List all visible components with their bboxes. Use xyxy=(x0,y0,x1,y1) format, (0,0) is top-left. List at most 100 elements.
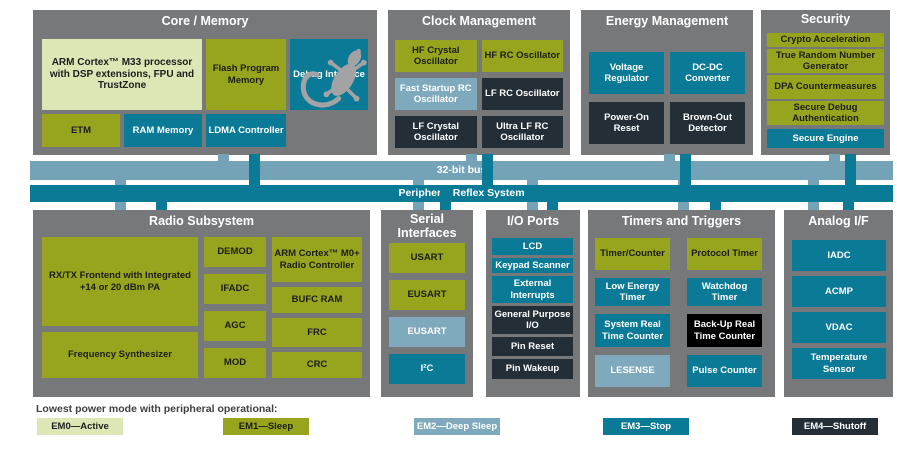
keypad-scanner: Keypad Scanner xyxy=(492,258,573,273)
external-interrupts-label: External Interrupts xyxy=(510,278,555,301)
dc-dc-converter: DC-DC Converter xyxy=(670,52,745,94)
demod-label: DEMOD xyxy=(217,246,253,258)
pin-reset: Pin Reset xyxy=(492,337,573,356)
pulse-counter: Pulse Counter xyxy=(687,355,762,387)
back-up-real-time-counter-label: Back-Up Real Time Counter xyxy=(693,319,756,342)
crypto-acceleration-label: Crypto Acceleration xyxy=(780,34,871,46)
mod-label: MOD xyxy=(223,357,247,369)
bus-connector xyxy=(710,185,721,210)
lcd: LCD xyxy=(492,238,573,255)
energy-management-blocks: Voltage Regulator DC-DC Converter Power-On… xyxy=(589,52,745,144)
watchdog-timer-label: Watchdog Timer xyxy=(701,280,748,303)
legend-em2-deep-sleep: EM2—Deep Sleep xyxy=(414,418,500,435)
temperature-sensor: Temperature Sensor xyxy=(792,348,886,379)
gecko-logo-icon xyxy=(300,48,367,108)
legend-em4-shutoff: EM4—Shutoff xyxy=(792,418,878,435)
bus-connector xyxy=(547,185,558,210)
protocol-timer: Protocol Timer xyxy=(687,238,762,270)
legend-em4-shutoff-label: EM4—Shutoff xyxy=(803,420,867,432)
fast-startup-rc-oscillator-label: Fast Startup RC Oscillator xyxy=(399,82,472,105)
iadc-label: IADC xyxy=(827,249,851,261)
arm-cortex-m0-radio-controller: ARM Cortex™ M0+ Radio Controller xyxy=(272,237,362,282)
system-real-time-counter-label: System Real Time Counter xyxy=(601,319,664,342)
bus-connector xyxy=(843,185,854,210)
pin-wakeup: Pin Wakeup xyxy=(492,359,573,379)
secure-debug-authentication-label: Secure Debug Authentication xyxy=(792,101,859,124)
legend-em3-stop-label: EM3—Stop xyxy=(620,420,672,432)
section-analog-if: Analog I/F IADC ACMP VDAC Temperature Senso… xyxy=(784,210,893,397)
vdac: VDAC xyxy=(792,312,886,343)
section-title: Security xyxy=(800,12,851,26)
timer-counter: Timer/Counter xyxy=(595,238,670,270)
frc: FRC xyxy=(272,318,362,347)
secure-engine: Secure Engine xyxy=(767,129,884,148)
crc-label: CRC xyxy=(306,359,328,371)
eusart-em1-label: EUSART xyxy=(407,289,447,301)
acmp-label: ACMP xyxy=(825,285,853,297)
bus-connector xyxy=(829,154,840,163)
flash-program-memory-label: Flash Program Memory xyxy=(212,63,280,86)
bufc-ram-label: BUFC RAM xyxy=(291,294,343,306)
voltage-regulator-label: Voltage Regulator xyxy=(604,61,649,84)
radio-column-frontend: RX/TX Frontend with Integrated +14 or 20… xyxy=(42,237,198,378)
frequency-synthesizer: Frequency Synthesizer xyxy=(42,332,198,378)
timers-triggers-blocks: Timer/Counter Protocol Timer Low Energy Ti… xyxy=(595,238,762,387)
lf-crystal-oscillator-label: LF Crystal Oscillator xyxy=(412,120,459,143)
flash-program-memory: Flash Program Memory xyxy=(206,39,286,110)
lesense-label: LESENSE xyxy=(610,365,655,377)
bus-connector xyxy=(440,185,451,210)
section-radio-subsystem: Radio Subsystem RX/TX Frontend with Inte… xyxy=(33,210,370,397)
arm-cortex-m33-processor: ARM Cortex™ M33 processor with DSP exten… xyxy=(42,39,202,110)
power-on-reset-label: Power-On Reset xyxy=(604,111,649,134)
agc-label: AGC xyxy=(224,320,246,332)
bus-connector xyxy=(249,154,260,202)
brown-out-detector: Brown-Out Detector xyxy=(670,102,745,144)
ultra-lf-rc-oscillator: Ultra LF RC Oscillator xyxy=(481,116,563,148)
eusart-em1: EUSART xyxy=(389,280,465,310)
hf-crystal-oscillator: HF Crystal Oscillator xyxy=(395,40,477,72)
serial-interfaces-blocks: USART EUSART EUSART I²C xyxy=(389,243,465,384)
ultra-lf-rc-oscillator-label: Ultra LF RC Oscillator xyxy=(496,120,549,143)
bus-connector xyxy=(845,154,856,202)
radio-subsystem-columns: RX/TX Frontend with Integrated +14 or 20… xyxy=(42,237,362,378)
watchdog-timer: Watchdog Timer xyxy=(687,278,762,306)
rx-tx-frontend-label: RX/TX Frontend with Integrated +14 or 20… xyxy=(49,270,191,293)
general-purpose-io-label: General Purpose I/O xyxy=(494,308,571,331)
iadc: IADC xyxy=(792,240,886,271)
bufc-ram: BUFC RAM xyxy=(272,287,362,313)
bus-connector xyxy=(680,154,691,202)
crc: CRC xyxy=(272,352,362,378)
io-ports-blocks: LCD Keypad Scanner External Interrupts Gene… xyxy=(492,238,573,379)
section-title: Timers and Triggers xyxy=(621,214,742,228)
acmp: ACMP xyxy=(792,276,886,307)
temperature-sensor-label: Temperature Sensor xyxy=(810,352,868,375)
lcd-label: LCD xyxy=(522,240,543,252)
brown-out-detector-label: Brown-Out Detector xyxy=(682,111,733,134)
power-on-reset: Power-On Reset xyxy=(589,102,664,144)
section-energy-management: Energy Management Voltage Regulator DC-DC… xyxy=(581,10,753,155)
true-random-number-generator: True Random Number Generator xyxy=(767,49,884,73)
lf-rc-oscillator: LF RC Oscillator xyxy=(481,78,563,110)
bus-connector xyxy=(466,154,477,163)
ifadc-label: IFADC xyxy=(220,283,250,295)
dc-dc-converter-label: DC-DC Converter xyxy=(685,61,730,84)
eusart-em2: EUSART xyxy=(389,317,465,347)
debug-interface-label: Debug Interface xyxy=(293,68,365,80)
bus-peripheral-reflex-system: Peripheral Reflex System xyxy=(30,185,893,202)
section-title: Clock Management xyxy=(422,14,536,28)
demod: DEMOD xyxy=(204,237,266,267)
lf-rc-oscillator-label: LF RC Oscillator xyxy=(485,88,560,100)
bus-connector xyxy=(156,185,167,210)
legend-em2-deep-sleep-label: EM2—Deep Sleep xyxy=(416,420,498,432)
security-blocks: Crypto Acceleration True Random Number Ge… xyxy=(767,33,884,148)
section-clock-management: Clock Management HF Crystal Oscillator HF… xyxy=(388,10,570,155)
pin-reset-label: Pin Reset xyxy=(510,340,555,352)
radio-column-controller: ARM Cortex™ M0+ Radio Controller BUFC RAM… xyxy=(272,237,362,378)
lesense: LESENSE xyxy=(595,355,670,387)
section-serial-interfaces: Serial Interfaces USART EUSART EUSART I²C xyxy=(381,210,473,397)
hf-rc-oscillator-label: HF RC Oscillator xyxy=(484,50,561,62)
i2c-label: I²C xyxy=(420,363,434,375)
eusart-em2-label: EUSART xyxy=(407,326,447,338)
general-purpose-io: General Purpose I/O xyxy=(492,306,573,334)
section-security: Security Crypto Acceleration True Random … xyxy=(761,10,890,155)
